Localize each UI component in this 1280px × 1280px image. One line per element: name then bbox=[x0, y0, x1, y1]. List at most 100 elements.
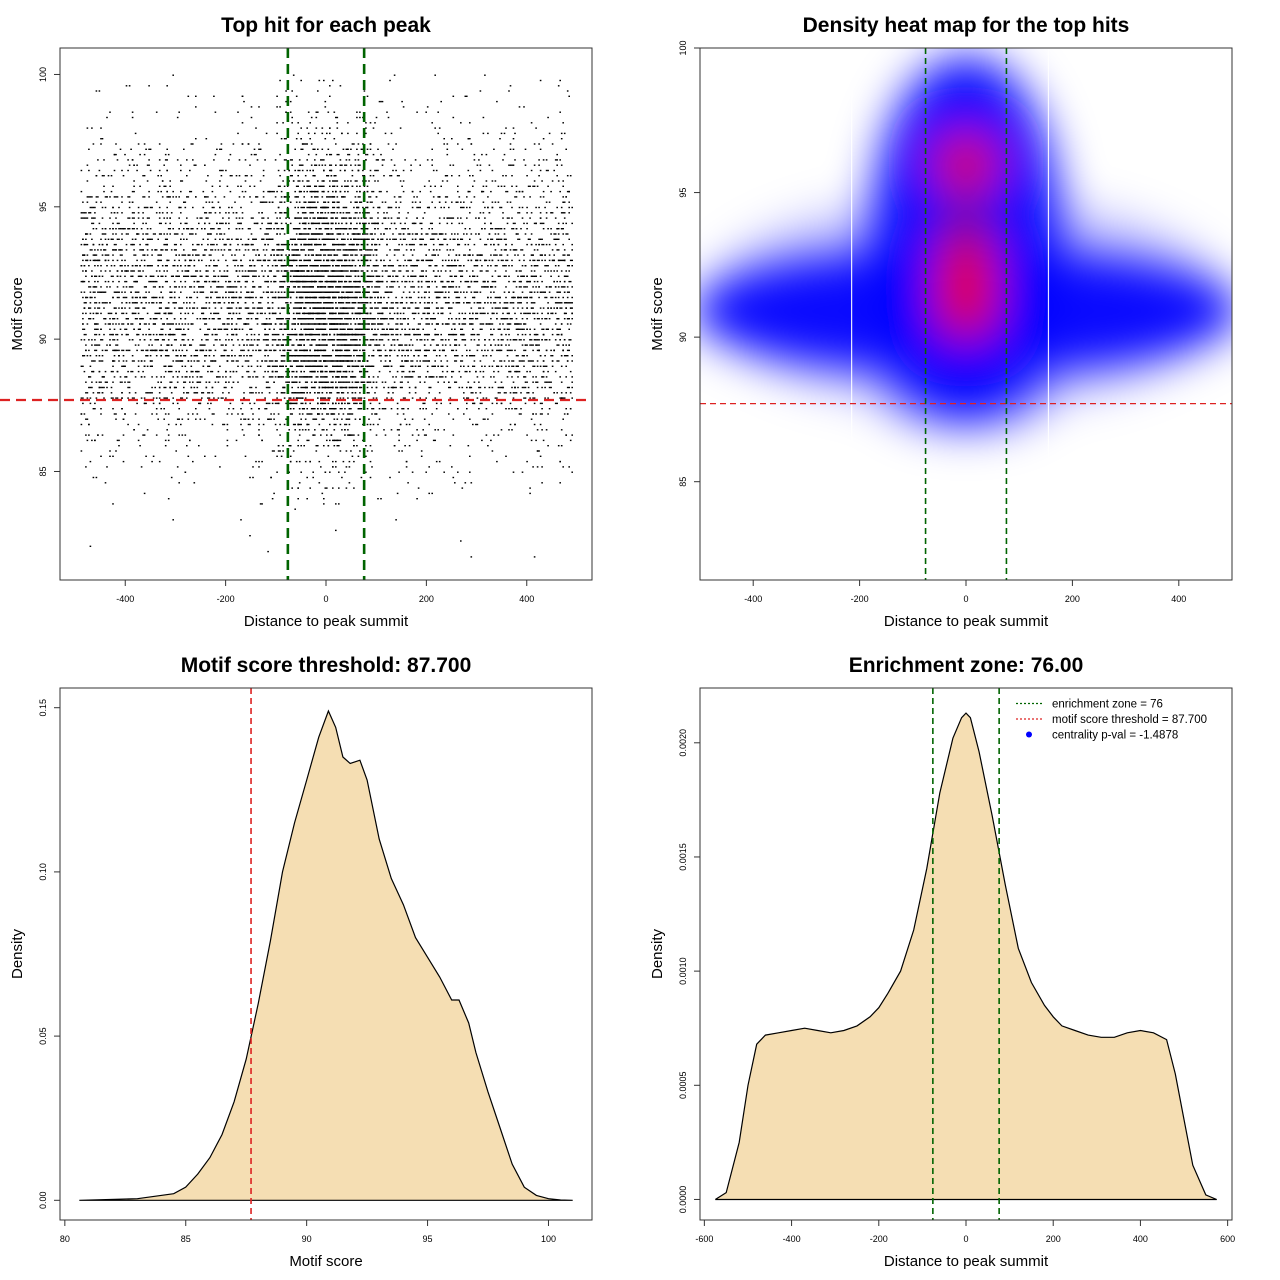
scatter-point bbox=[332, 365, 334, 367]
scatter-point bbox=[339, 381, 342, 383]
scatter-point bbox=[500, 344, 503, 346]
scatter-point bbox=[393, 339, 396, 341]
scatter-point bbox=[307, 328, 310, 330]
scatter-point bbox=[125, 349, 128, 352]
scatter-point bbox=[419, 408, 421, 410]
scatter-point bbox=[566, 360, 569, 362]
scatter-point bbox=[214, 302, 217, 304]
scatter-point bbox=[231, 175, 233, 177]
scatter-point bbox=[323, 249, 325, 251]
scatter-point bbox=[518, 206, 521, 209]
scatter-point bbox=[411, 233, 414, 235]
scatter-point bbox=[292, 408, 295, 410]
scatter-point bbox=[457, 408, 459, 410]
scatter-point bbox=[515, 355, 518, 357]
scatter-point bbox=[238, 328, 241, 330]
scatter-point bbox=[425, 323, 427, 325]
scatter-point bbox=[244, 249, 247, 251]
scatter-point bbox=[461, 312, 464, 315]
scatter-point bbox=[562, 243, 564, 246]
scatter-point bbox=[479, 238, 482, 240]
scatter-point bbox=[285, 296, 287, 299]
scatter-point bbox=[173, 307, 176, 309]
scatter-point bbox=[119, 376, 122, 378]
scatter-point bbox=[151, 413, 153, 415]
scatter-point bbox=[542, 307, 545, 309]
scatter-point bbox=[550, 228, 552, 230]
scatter-point bbox=[241, 122, 244, 124]
scatter-point bbox=[423, 312, 426, 315]
scatter-point bbox=[461, 333, 464, 336]
scatter-point bbox=[259, 228, 262, 230]
scatter-point bbox=[422, 328, 424, 330]
scatter-point bbox=[304, 312, 307, 315]
scatter-point bbox=[199, 275, 202, 277]
scatter-point bbox=[491, 286, 494, 288]
scatter-point bbox=[173, 302, 176, 304]
scatter-point bbox=[309, 138, 311, 140]
scatter-point bbox=[106, 254, 108, 256]
scatter-point bbox=[167, 413, 170, 415]
scatter-point bbox=[85, 259, 87, 262]
scatter-point bbox=[226, 265, 229, 267]
scatter-point bbox=[310, 265, 313, 267]
scatter-point bbox=[342, 307, 345, 309]
scatter-point bbox=[276, 249, 278, 251]
scatter-point bbox=[448, 206, 450, 209]
scatter-point bbox=[368, 222, 370, 225]
scatter-point bbox=[208, 222, 211, 225]
scatter-point bbox=[294, 423, 296, 426]
scatter-point bbox=[97, 344, 99, 346]
scatter-point bbox=[505, 455, 507, 457]
scatter-point bbox=[103, 249, 105, 251]
scatter-point bbox=[506, 339, 509, 341]
scatter-point bbox=[341, 291, 343, 293]
scatter-point bbox=[157, 275, 159, 277]
scatter-point bbox=[98, 222, 101, 225]
scatter-point bbox=[469, 212, 471, 214]
scatter-point bbox=[545, 318, 548, 320]
scatter-point bbox=[226, 439, 229, 442]
scatter-point bbox=[413, 318, 415, 320]
scatter-point bbox=[571, 381, 573, 383]
scatter-point bbox=[82, 312, 84, 315]
scatter-point bbox=[86, 127, 89, 129]
scatter-point bbox=[338, 487, 340, 489]
scatter-point bbox=[329, 132, 331, 135]
scatter-point bbox=[137, 344, 140, 346]
scatter-point bbox=[571, 312, 573, 315]
scatter-point bbox=[217, 228, 220, 230]
scatter-point bbox=[345, 280, 348, 283]
scatter-point bbox=[557, 302, 560, 304]
scatter-point bbox=[321, 275, 324, 277]
scatter-point bbox=[390, 386, 393, 389]
scatter-point bbox=[556, 318, 558, 320]
scatter-point bbox=[262, 291, 265, 293]
scatter-point bbox=[372, 323, 375, 325]
scatter-point bbox=[338, 228, 340, 230]
scatter-point bbox=[356, 333, 358, 336]
scatter-point bbox=[130, 243, 132, 246]
scatter-point bbox=[395, 376, 397, 378]
scatter-point bbox=[408, 259, 411, 262]
scatter-point bbox=[446, 365, 449, 367]
scatter-point bbox=[314, 148, 316, 150]
scatter-point bbox=[408, 376, 411, 378]
scatter-point bbox=[157, 418, 159, 420]
scatter-point bbox=[387, 333, 390, 336]
scatter-point bbox=[532, 307, 534, 309]
scatter-point bbox=[229, 312, 232, 315]
scatter-point bbox=[448, 291, 450, 293]
scatter-point bbox=[493, 254, 495, 256]
scatter-point bbox=[167, 439, 170, 442]
scatter-point bbox=[307, 365, 310, 367]
scatter-point bbox=[357, 233, 360, 235]
scatter-point bbox=[273, 418, 275, 420]
scatter-point bbox=[140, 275, 143, 277]
scatter-point bbox=[164, 439, 167, 442]
scatter-point bbox=[448, 280, 450, 283]
scatter-point bbox=[563, 132, 566, 135]
scatter-point bbox=[309, 302, 311, 304]
scatter-point bbox=[503, 392, 506, 394]
scatter-point bbox=[318, 318, 321, 320]
